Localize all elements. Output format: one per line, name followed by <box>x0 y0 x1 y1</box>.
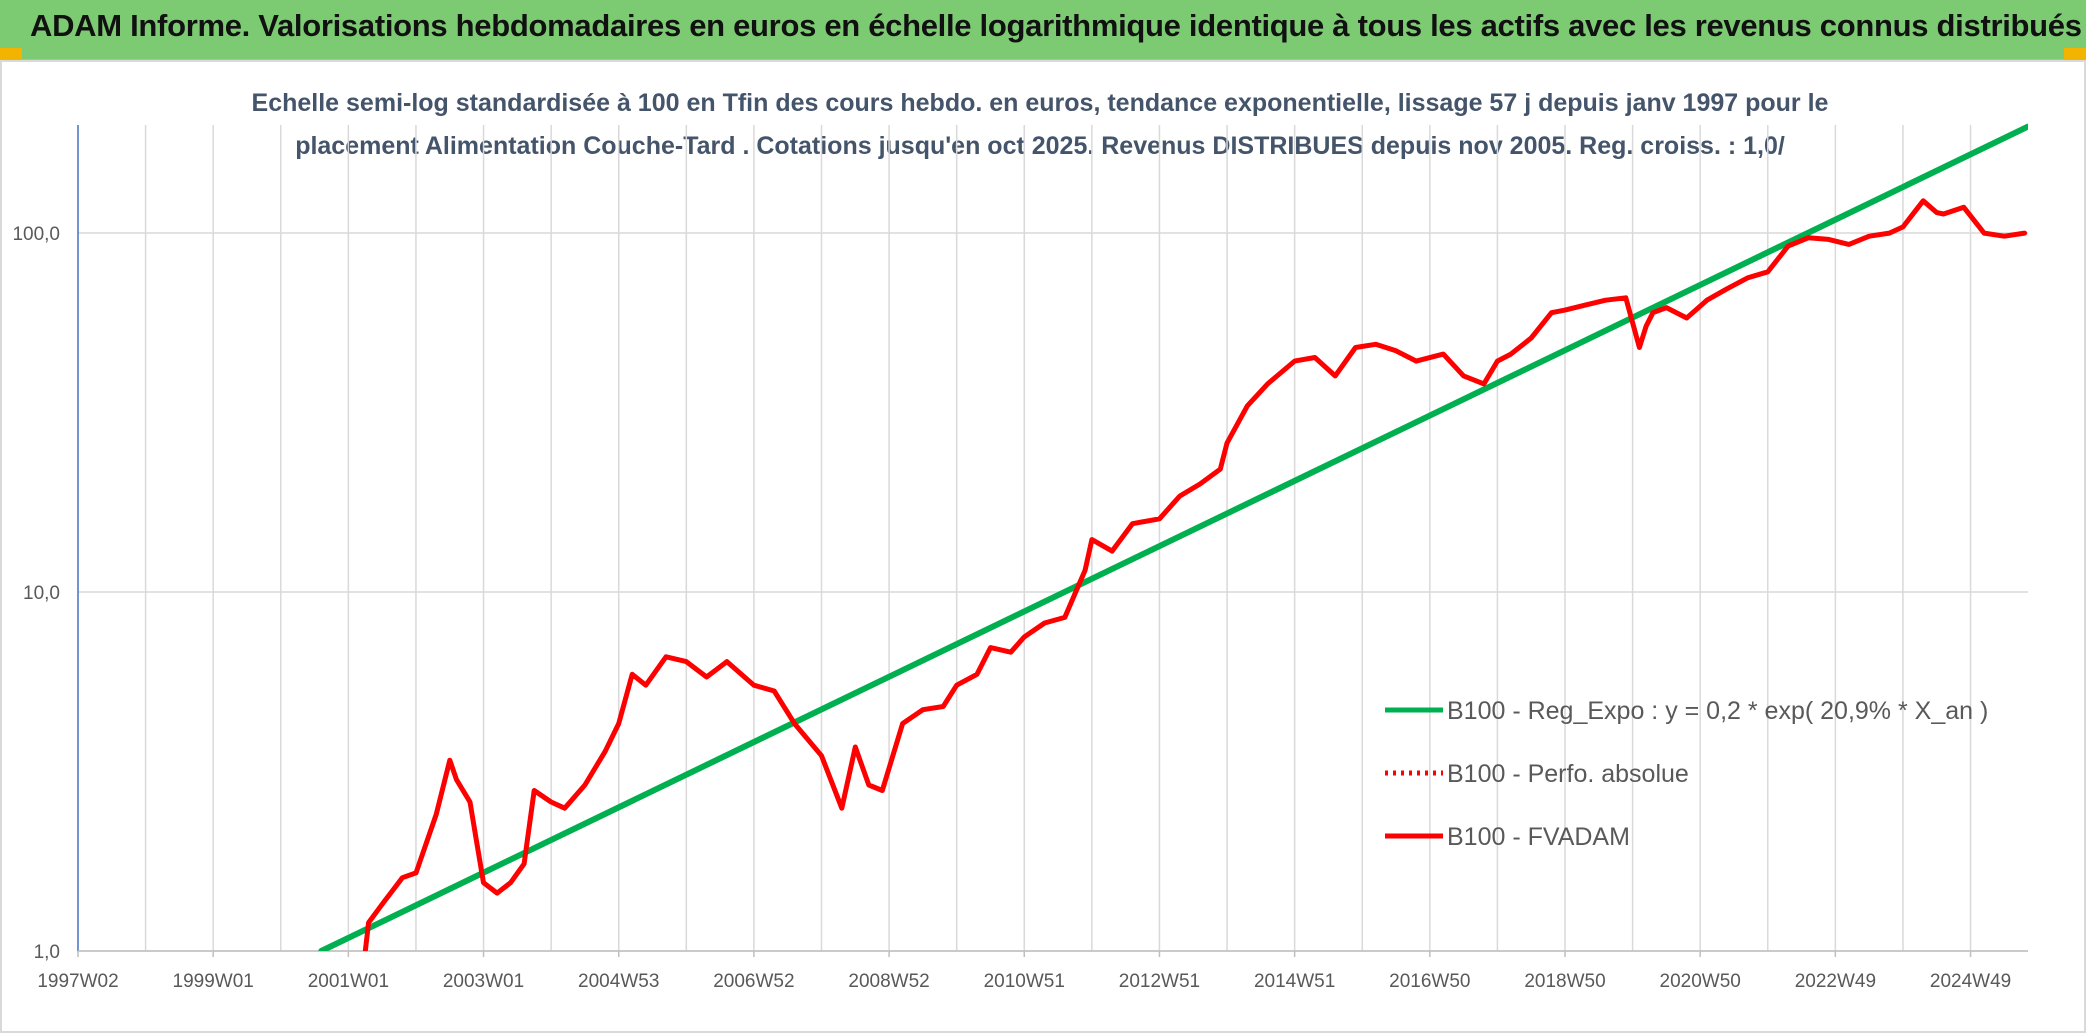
x-tick-label: 2010W51 <box>984 971 1065 992</box>
report-header-bar: ADAM Informe. Valorisations hebdomadaire… <box>0 0 2086 60</box>
y-tick-label: 100,0 <box>12 224 60 245</box>
x-tick-label: 2008W52 <box>848 971 929 992</box>
x-tick-label: 2020W50 <box>1660 971 1741 992</box>
x-tick-label: 1999W01 <box>173 971 254 992</box>
report-title: ADAM Informe. Valorisations hebdomadaire… <box>30 8 2082 43</box>
x-tick-label: 1997W02 <box>37 971 118 992</box>
x-tick-label: 2022W49 <box>1795 971 1876 992</box>
chart-series <box>318 123 2028 951</box>
chart-title-line-2: placement Alimentation Couche-Tard . Cot… <box>295 132 1785 160</box>
x-tick-label: 2024W49 <box>1930 971 2011 992</box>
x-tick-label: 2016W50 <box>1389 971 1470 992</box>
y-tick-label: 10,0 <box>23 583 60 604</box>
corner-marker-left <box>0 48 22 60</box>
chart-axes: 1,0 10,0 100,0 1997W02 1999W01 2001W01 2003W01… <box>12 125 2028 992</box>
x-tick-label: 2012W51 <box>1119 971 1200 992</box>
chart-legend: B100 - Reg_Expo : y = 0,2 * exp( 20,9% *… <box>1385 697 1988 851</box>
x-tick-label: 2018W50 <box>1524 971 1605 992</box>
x-tick-label: 2006W52 <box>713 971 794 992</box>
x-tick-label: 2014W51 <box>1254 971 1335 992</box>
series-line-1 <box>318 123 2028 951</box>
chart-title-line-1: Echelle semi-log standardisée à 100 en T… <box>251 89 1829 117</box>
chart-gridlines <box>78 125 2028 952</box>
chart-frame <box>0 60 2086 1033</box>
legend-label-3: B100 - FVADAM <box>1447 823 1630 851</box>
corner-marker-right <box>2064 48 2086 60</box>
legend-label-2: B100 - Perfo. absolue <box>1447 760 1689 788</box>
x-tick-label: 2001W01 <box>308 971 389 992</box>
legend-label-1: B100 - Reg_Expo : y = 0,2 * exp( 20,9% *… <box>1447 697 1988 725</box>
x-tick-label: 2004W53 <box>578 971 659 992</box>
series-line-3 <box>362 198 2028 951</box>
y-tick-label: 1,0 <box>34 942 60 963</box>
x-tick-label: 2003W01 <box>443 971 524 992</box>
